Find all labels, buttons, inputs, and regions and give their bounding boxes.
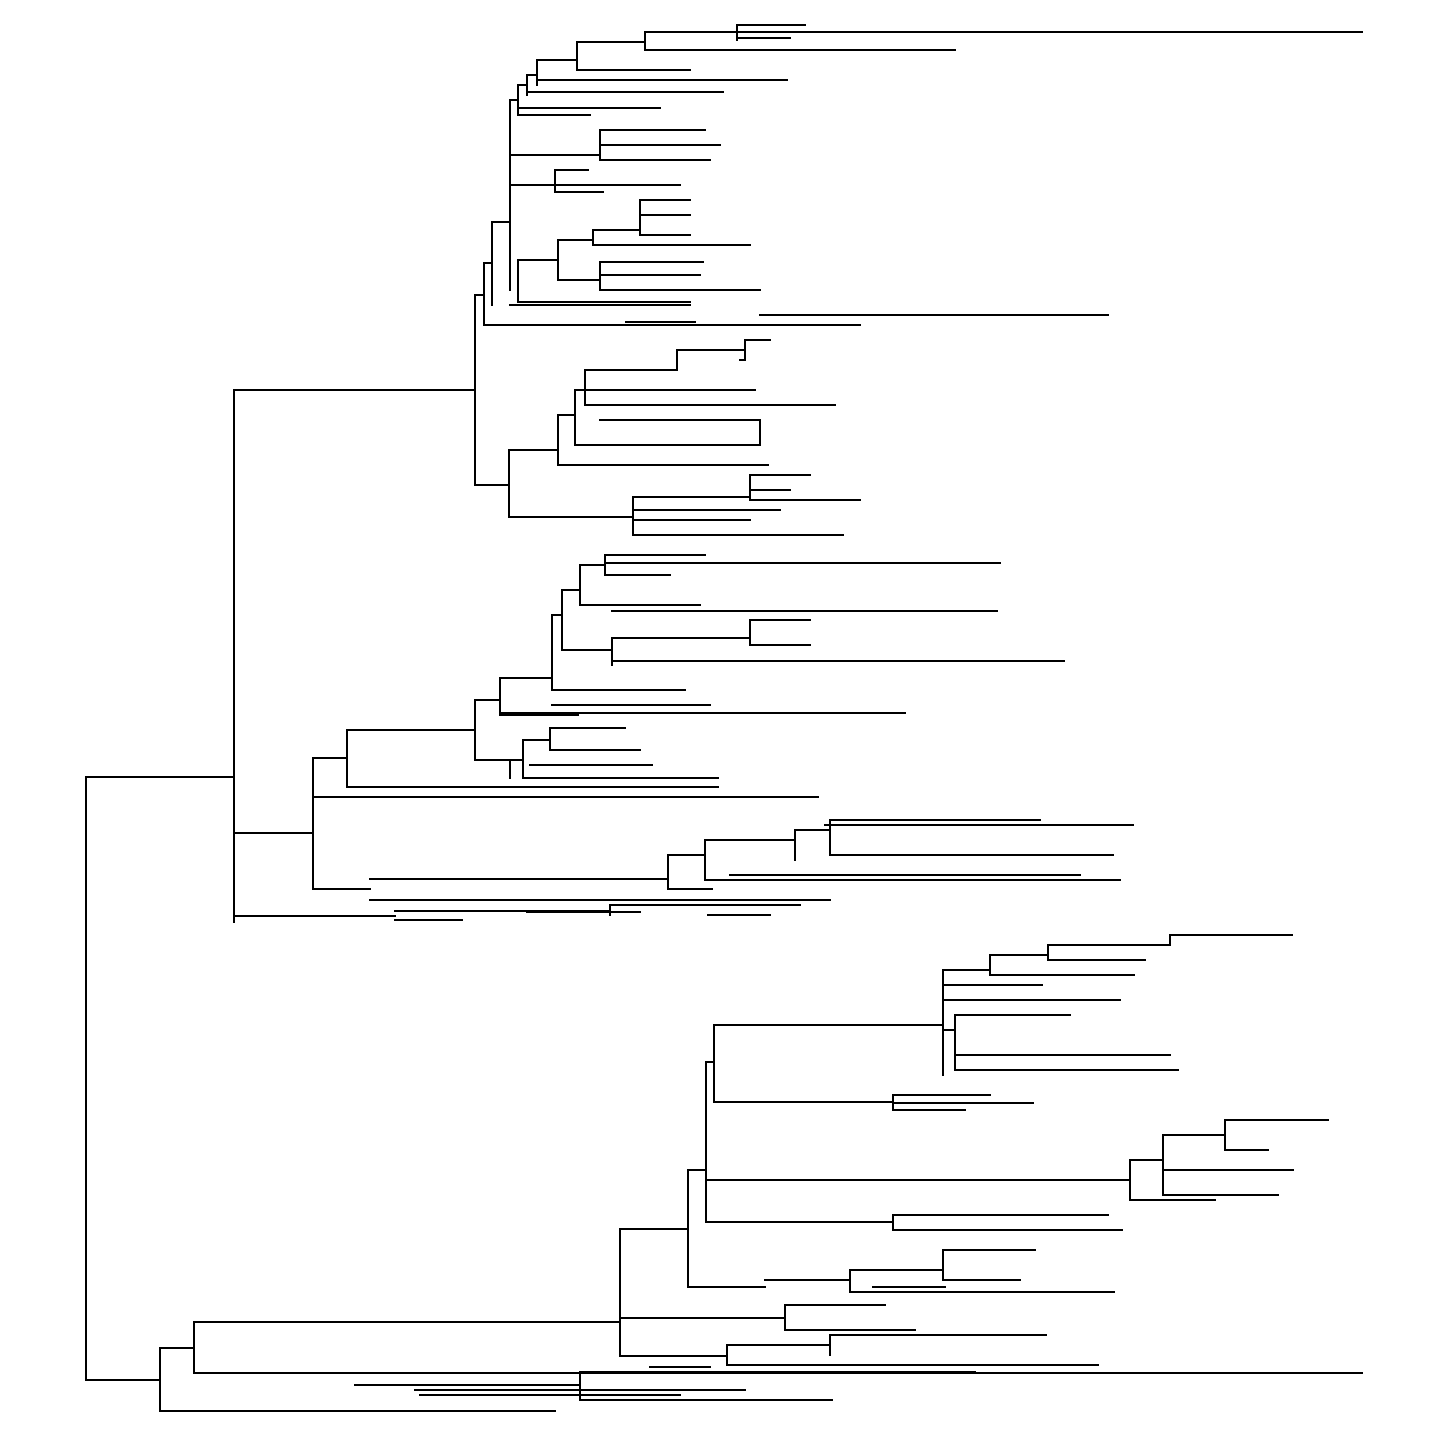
upper-clade [233,24,1363,923]
lower-clade [159,934,1363,1412]
root-branches [85,776,235,1381]
